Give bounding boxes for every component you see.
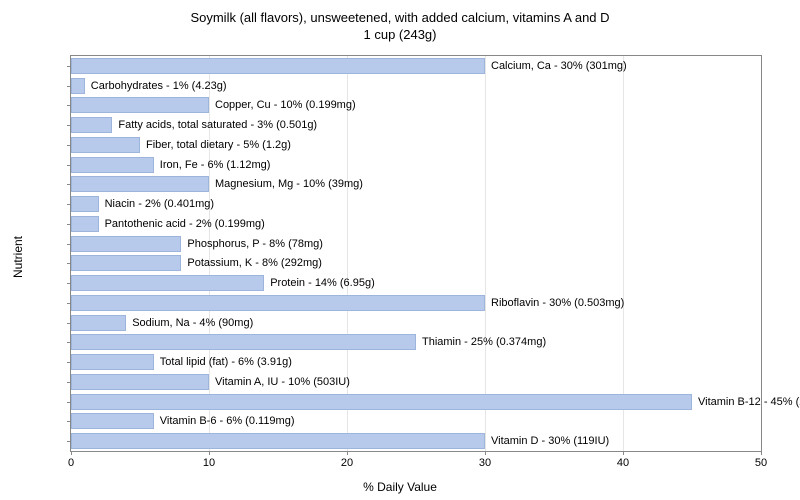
bar [71,255,181,271]
title-line-1: Soymilk (all flavors), unsweetened, with… [190,10,609,25]
bar-row: Fatty acids, total saturated - 3% (0.501… [71,117,317,133]
bar [71,176,209,192]
chart-container: Soymilk (all flavors), unsweetened, with… [0,0,800,500]
bar-label: Fiber, total dietary - 5% (1.2g) [146,139,291,151]
bar [71,236,181,252]
chart-title: Soymilk (all flavors), unsweetened, with… [0,0,800,44]
bar [71,354,154,370]
x-tick-label: 40 [617,457,629,469]
bar-row: Vitamin B-12 - 45% (2.70mcg) [71,394,800,410]
bar [71,117,112,133]
bar-label: Vitamin B-6 - 6% (0.119mg) [160,415,295,427]
x-tick-mark [623,451,624,455]
bar-row: Calcium, Ca - 30% (301mg) [71,58,627,74]
bar [71,157,154,173]
bar-label: Riboflavin - 30% (0.503mg) [491,297,624,309]
bar [71,394,692,410]
bar-label: Iron, Fe - 6% (1.12mg) [160,159,271,171]
bar-label: Fatty acids, total saturated - 3% (0.501… [118,119,317,131]
bar-label: Copper, Cu - 10% (0.199mg) [215,99,356,111]
bar-label: Calcium, Ca - 30% (301mg) [491,60,627,72]
x-tick-label: 10 [203,457,215,469]
plot-area: 01020304050Calcium, Ca - 30% (301mg)Carb… [70,55,762,452]
bar [71,374,209,390]
bar-label: Protein - 14% (6.95g) [270,277,375,289]
bar-row: Protein - 14% (6.95g) [71,275,375,291]
bar-label: Phosphorus, P - 8% (78mg) [187,238,323,250]
bar-label: Magnesium, Mg - 10% (39mg) [215,178,363,190]
bar-row: Sodium, Na - 4% (90mg) [71,315,253,331]
x-tick-mark [347,451,348,455]
bar [71,295,485,311]
bar-row: Copper, Cu - 10% (0.199mg) [71,97,356,113]
bar-row: Pantothenic acid - 2% (0.199mg) [71,216,265,232]
bar-row: Riboflavin - 30% (0.503mg) [71,295,624,311]
bar [71,433,485,449]
bar [71,315,126,331]
bar-label: Vitamin B-12 - 45% (2.70mcg) [698,396,800,408]
x-axis-label: % Daily Value [363,480,437,494]
bar [71,196,99,212]
bar [71,137,140,153]
bar-label: Vitamin D - 30% (119IU) [491,435,609,447]
bar-label: Thiamin - 25% (0.374mg) [422,336,546,348]
bar-row: Phosphorus, P - 8% (78mg) [71,236,323,252]
y-axis-label: Nutrient [11,236,25,278]
x-tick-mark [485,451,486,455]
bar-row: Vitamin A, IU - 10% (503IU) [71,374,350,390]
x-tick-label: 0 [68,457,74,469]
x-tick-label: 20 [341,457,353,469]
bar-row: Iron, Fe - 6% (1.12mg) [71,157,270,173]
bar [71,413,154,429]
bar-row: Magnesium, Mg - 10% (39mg) [71,176,363,192]
bar-row: Thiamin - 25% (0.374mg) [71,334,546,350]
x-tick-label: 50 [755,457,767,469]
x-tick-mark [71,451,72,455]
bar-row: Fiber, total dietary - 5% (1.2g) [71,137,291,153]
bar-label: Pantothenic acid - 2% (0.199mg) [105,218,265,230]
bar-label: Niacin - 2% (0.401mg) [105,198,214,210]
bar [71,216,99,232]
title-line-2: 1 cup (243g) [364,27,437,42]
bar-row: Vitamin B-6 - 6% (0.119mg) [71,413,295,429]
bar [71,275,264,291]
bar-row: Carbohydrates - 1% (4.23g) [71,78,227,94]
bar-label: Vitamin A, IU - 10% (503IU) [215,376,350,388]
gridline [623,56,624,451]
bar [71,334,416,350]
bar [71,78,85,94]
bar-label: Carbohydrates - 1% (4.23g) [91,80,227,92]
bar-row: Potassium, K - 8% (292mg) [71,255,322,271]
bar [71,97,209,113]
gridline [209,56,210,451]
gridline [485,56,486,451]
bar-label: Sodium, Na - 4% (90mg) [132,317,253,329]
bar-row: Niacin - 2% (0.401mg) [71,196,214,212]
x-tick-mark [761,451,762,455]
x-tick-label: 30 [479,457,491,469]
bar [71,58,485,74]
x-tick-mark [209,451,210,455]
gridline [347,56,348,451]
bar-row: Total lipid (fat) - 6% (3.91g) [71,354,292,370]
bar-row: Vitamin D - 30% (119IU) [71,433,609,449]
bar-label: Total lipid (fat) - 6% (3.91g) [160,356,292,368]
bar-label: Potassium, K - 8% (292mg) [187,257,322,269]
